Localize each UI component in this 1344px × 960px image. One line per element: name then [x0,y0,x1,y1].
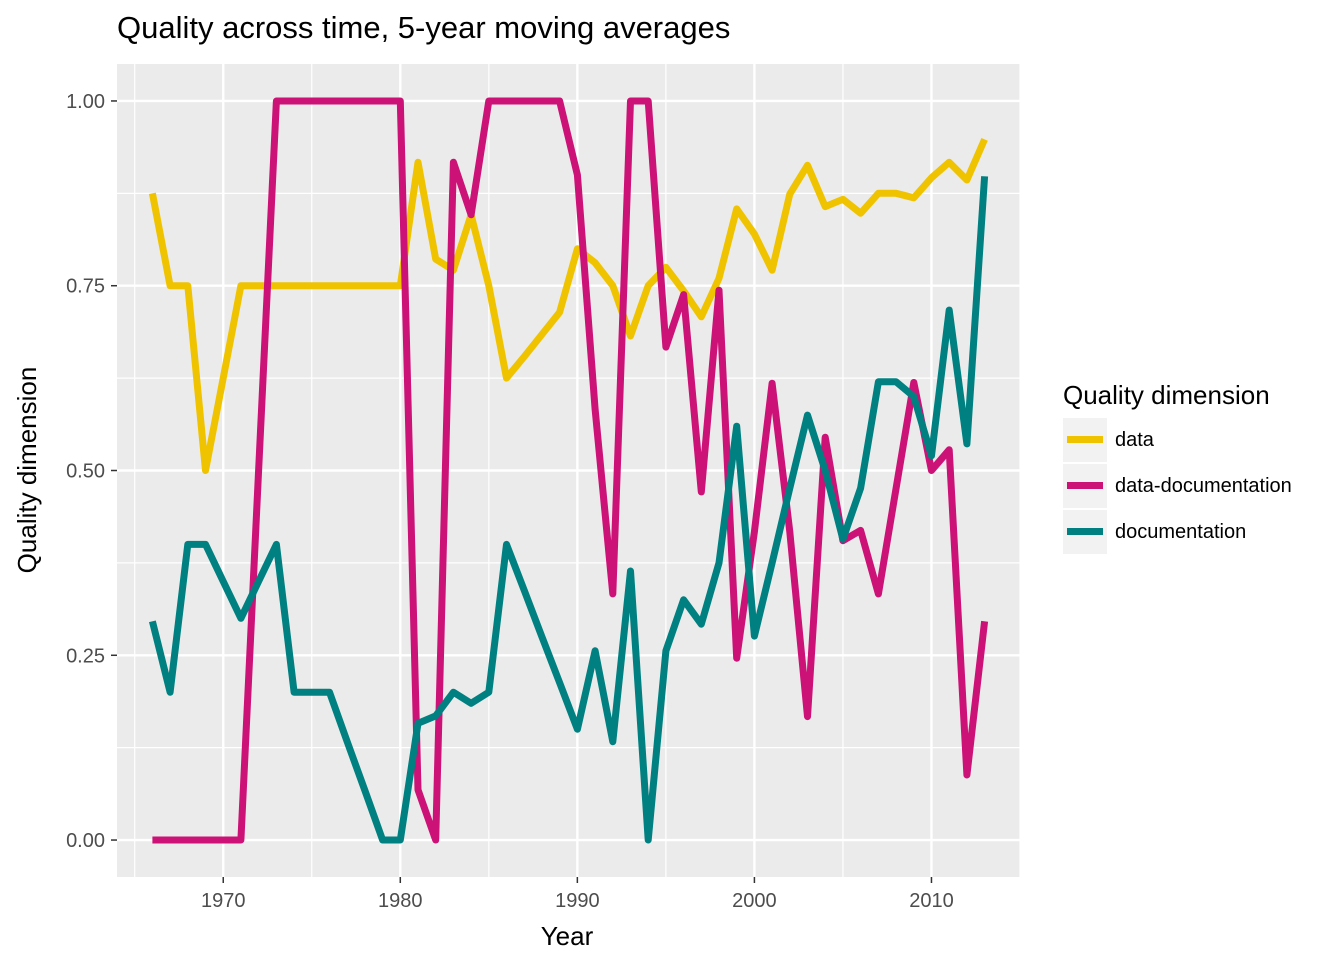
y-tick-label: 0.00 [66,830,105,852]
legend: Quality dimension data data-documentatio… [1063,380,1292,555]
legend-item-data: data [1063,417,1292,463]
legend-label-data-documentation: data-documentation [1115,474,1292,497]
legend-label-data: data [1115,428,1154,451]
x-tick-label: 1990 [555,890,600,912]
legend-item-documentation: documentation [1063,509,1292,555]
legend-swatch-documentation [1067,528,1103,535]
y-axis-ticks: 0.00 0.25 0.50 0.75 1.00 [66,91,117,852]
legend-title: Quality dimension [1063,380,1270,410]
x-tick-label: 2010 [909,890,954,912]
legend-swatch-data-documentation [1067,482,1103,489]
legend-key-documentation [1063,510,1107,554]
legend-swatch-data [1067,436,1103,443]
chart-title: Quality across time, 5-year moving avera… [117,10,731,45]
series-line-documentation [149,176,989,844]
legend-item-data-documentation: data-documentation [1063,463,1292,509]
y-tick-label: 0.25 [66,645,105,667]
x-axis-title: Year [541,921,594,951]
y-tick-label: 1.00 [66,91,105,113]
x-tick-label: 1980 [378,890,423,912]
y-axis-title: Quality dimension [12,367,42,574]
y-tick-label: 0.75 [66,276,105,298]
x-tick-label: 2000 [732,890,777,912]
x-axis-ticks: 1970 1980 1990 2000 2010 [201,877,954,912]
series-lines [148,97,989,844]
legend-key-data [1063,418,1107,462]
x-tick-label: 1970 [201,890,246,912]
legend-key-data-documentation [1063,464,1107,508]
y-tick-label: 0.50 [66,461,105,483]
legend-label-documentation: documentation [1115,520,1247,543]
series-line-data [148,138,988,474]
